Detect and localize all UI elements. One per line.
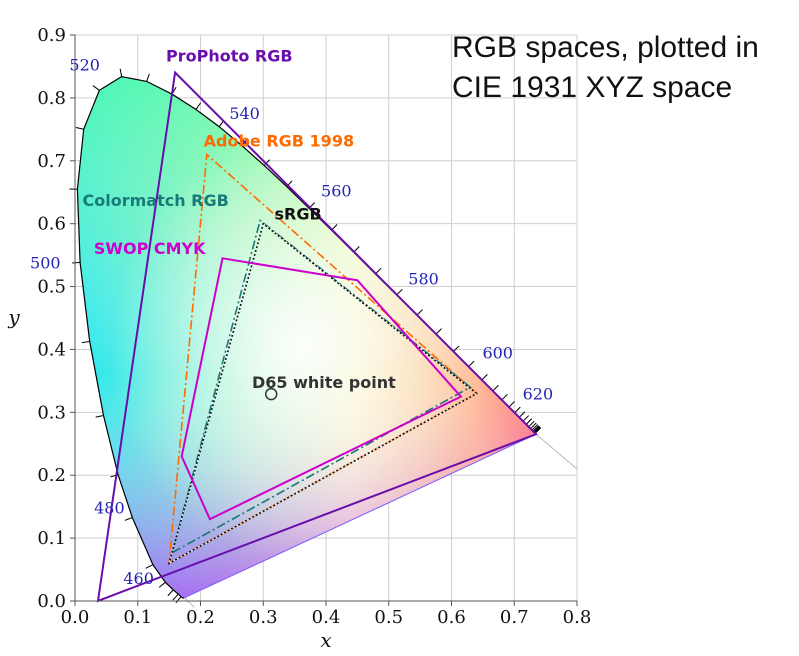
locus-tick <box>124 517 133 521</box>
gamut-colormatch-rgb <box>171 219 472 555</box>
locus-tick <box>167 589 174 597</box>
y-tick-label: 0.9 <box>37 25 66 46</box>
annotation-colormatch-rgb: Colormatch RGB <box>83 191 229 210</box>
x-tick-label: 0.2 <box>186 607 215 628</box>
wavelength-label-520: 520 <box>69 56 100 75</box>
wavelength-label-620: 620 <box>523 384 554 403</box>
wavelength-label-560: 560 <box>321 182 352 201</box>
x-tick-label: 0.5 <box>374 607 403 628</box>
locus-tick <box>532 425 540 432</box>
gamut-adobe-rgb-1998 <box>168 152 478 565</box>
locus-tick <box>534 426 541 434</box>
x-tick-label: 0.3 <box>249 607 278 628</box>
y-tick-label: 0.5 <box>37 277 66 298</box>
locus-tick <box>263 159 271 166</box>
locus-tick <box>119 68 123 77</box>
y-tick-label: 0.3 <box>37 402 66 423</box>
wavelength-label-480: 480 <box>94 498 125 517</box>
x-axis-label: x <box>320 628 331 652</box>
locus-tick <box>435 328 442 335</box>
locus-tick <box>92 85 100 91</box>
white-point-marker <box>264 387 278 401</box>
locus-tick <box>533 426 541 433</box>
annotation-d65-white-point: D65 white point <box>252 373 396 392</box>
x-tick-label: 0.8 <box>563 607 592 628</box>
frame-edge <box>535 433 578 470</box>
locus-tick <box>528 420 535 428</box>
locus-tick <box>508 401 515 408</box>
annotation-prophoto-rgb: ProPhoto RGB <box>166 46 293 65</box>
gamut-swop-cmyk <box>180 257 463 521</box>
y-tick-label: 0.8 <box>37 88 66 109</box>
locus-tick <box>75 126 84 130</box>
y-tick-label: 0.1 <box>37 528 66 549</box>
locus-tick <box>534 427 542 434</box>
locus-tick <box>518 411 526 418</box>
locus-tick <box>514 406 521 414</box>
annotation-srgb: sRGB <box>275 204 322 223</box>
locus-tick <box>72 261 81 264</box>
locus-tick <box>530 422 537 430</box>
gamut-srgb <box>167 222 479 565</box>
locus-tick <box>492 384 499 392</box>
locus-tick <box>468 360 475 368</box>
annotation-adobe-rgb-1998: Adobe RGB 1998 <box>204 131 354 150</box>
wavelength-label-600: 600 <box>482 343 513 362</box>
locus-tick <box>533 425 540 433</box>
locus-tick <box>195 102 202 110</box>
locus-tick <box>175 596 182 604</box>
locus-tick <box>481 373 488 381</box>
purple-line <box>184 433 537 599</box>
heading-line-1: RGB spaces, plotted in <box>452 31 759 64</box>
wavelength-label-540: 540 <box>229 104 260 123</box>
locus-tick <box>452 345 460 352</box>
y-axis-label: y <box>7 305 20 329</box>
locus-tick <box>145 564 154 569</box>
locus-tick <box>81 340 90 344</box>
locus-tick <box>501 393 508 401</box>
y-tick-label: 0.0 <box>37 591 66 612</box>
x-tick-label: 0.6 <box>437 607 466 628</box>
locus-tick <box>146 73 150 82</box>
locus-tick <box>522 415 530 422</box>
locus-tick <box>158 581 166 588</box>
x-tick-label: 0.1 <box>123 607 152 628</box>
gamut-prophoto-rgb <box>96 70 538 603</box>
x-tick-label: 0.0 <box>61 607 90 628</box>
locus-tick <box>416 309 423 316</box>
frame-edge <box>184 597 195 608</box>
chart-heading: RGB spaces, plotted in CIE 1931 XYZ spac… <box>452 28 759 108</box>
y-tick-label: 0.2 <box>37 465 66 486</box>
locus-tick <box>531 424 539 431</box>
locus-tick <box>525 418 533 425</box>
x-tick-label: 0.7 <box>500 607 529 628</box>
annotation-swop-cmyk: SWOP CMYK <box>94 239 206 258</box>
locus-tick <box>95 414 104 418</box>
y-tick-label: 0.6 <box>37 214 66 235</box>
wavelength-label-460: 460 <box>123 569 154 588</box>
x-tick-label: 0.4 <box>312 607 341 628</box>
heading-line-2: CIE 1931 XYZ space <box>452 71 733 104</box>
y-tick-label: 0.7 <box>37 151 66 172</box>
locus-tick <box>172 593 179 601</box>
wavelength-label-580: 580 <box>408 270 439 289</box>
y-tick-label: 0.4 <box>37 339 66 360</box>
wavelength-label-500: 500 <box>30 254 61 273</box>
